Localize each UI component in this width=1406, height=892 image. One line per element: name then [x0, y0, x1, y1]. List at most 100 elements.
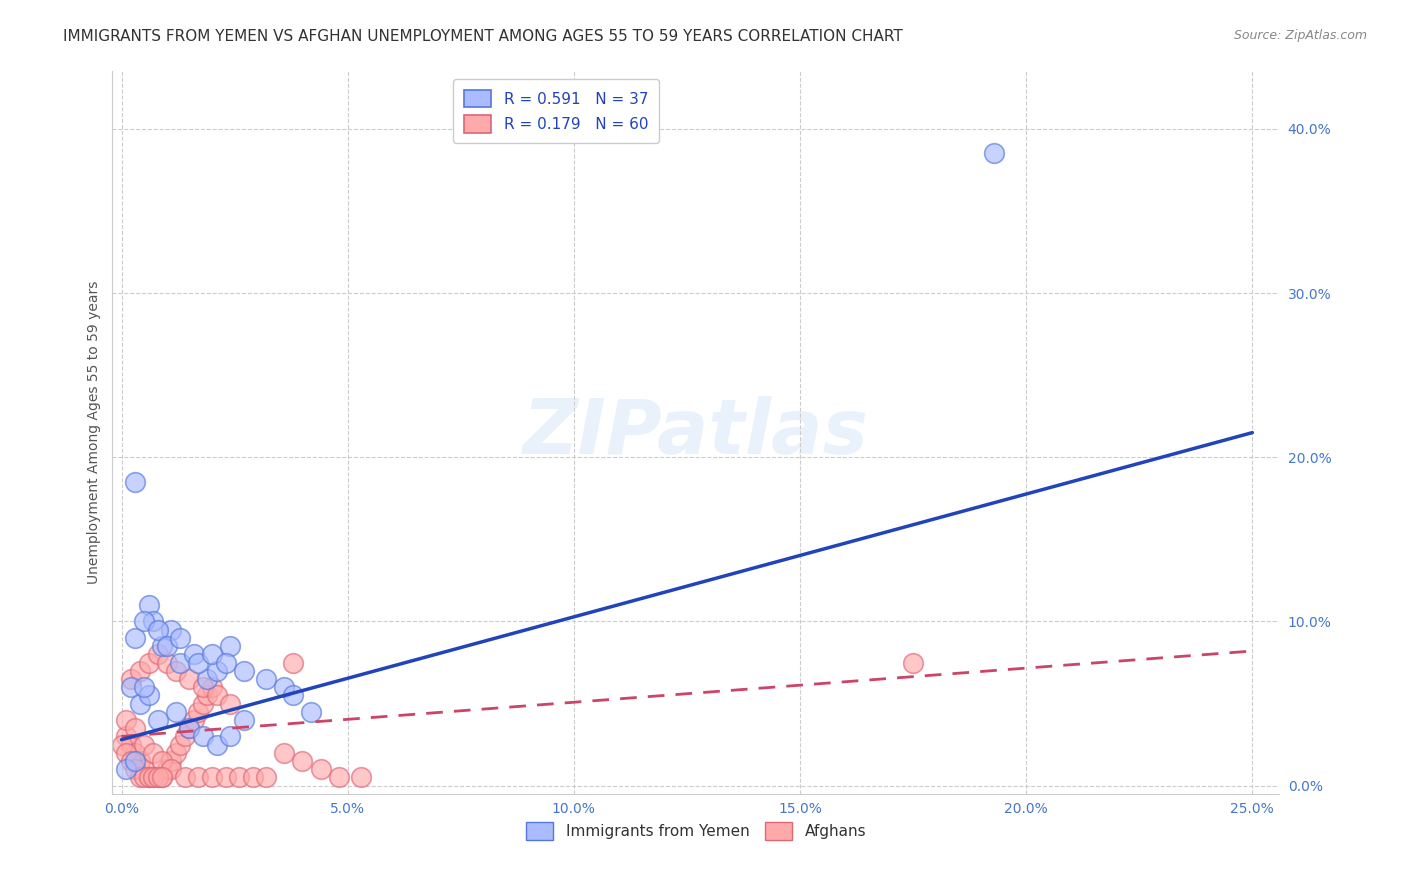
Point — [205, 738, 228, 752]
Point — [128, 697, 150, 711]
Point — [187, 771, 209, 785]
Point — [179, 721, 201, 735]
Point — [150, 754, 173, 768]
Point — [201, 771, 224, 785]
Point — [146, 648, 169, 662]
Point — [232, 664, 254, 678]
Point — [134, 771, 156, 785]
Point — [156, 639, 179, 653]
Point — [983, 146, 1005, 161]
Point — [165, 705, 187, 719]
Point — [187, 705, 209, 719]
Point — [138, 771, 160, 785]
Point — [128, 771, 150, 785]
Point — [197, 672, 219, 686]
Point — [138, 689, 160, 703]
Point — [150, 771, 173, 785]
Point — [219, 639, 242, 653]
Point — [124, 721, 146, 735]
Point — [124, 762, 146, 776]
Point — [205, 689, 228, 703]
Text: Source: ZipAtlas.com: Source: ZipAtlas.com — [1233, 29, 1367, 42]
Point — [134, 738, 156, 752]
Point — [283, 656, 305, 670]
Point — [142, 746, 165, 760]
Point — [201, 680, 224, 694]
Point — [187, 656, 209, 670]
Point — [219, 697, 242, 711]
Point — [128, 664, 150, 678]
Point — [214, 771, 236, 785]
Text: ZIPatlas: ZIPatlas — [523, 396, 869, 469]
Point — [183, 713, 205, 727]
Text: IMMIGRANTS FROM YEMEN VS AFGHAN UNEMPLOYMENT AMONG AGES 55 TO 59 YEARS CORRELATI: IMMIGRANTS FROM YEMEN VS AFGHAN UNEMPLOY… — [63, 29, 903, 44]
Point — [138, 598, 160, 612]
Point — [142, 771, 165, 785]
Point — [254, 672, 277, 686]
Point — [214, 656, 236, 670]
Point — [291, 754, 314, 768]
Point — [169, 656, 191, 670]
Point — [173, 771, 195, 785]
Point — [115, 713, 138, 727]
Point — [124, 746, 146, 760]
Point — [160, 623, 183, 637]
Point — [115, 730, 138, 744]
Point — [242, 771, 264, 785]
Point — [191, 730, 214, 744]
Point — [160, 754, 183, 768]
Point — [205, 664, 228, 678]
Point — [169, 631, 191, 645]
Legend: Immigrants from Yemen, Afghans: Immigrants from Yemen, Afghans — [519, 814, 873, 847]
Point — [232, 713, 254, 727]
Point — [115, 762, 138, 776]
Point — [197, 689, 219, 703]
Point — [120, 680, 142, 694]
Point — [110, 738, 132, 752]
Point — [142, 615, 165, 629]
Point — [124, 475, 146, 489]
Point — [128, 754, 150, 768]
Point — [328, 771, 350, 785]
Point — [191, 680, 214, 694]
Point — [169, 738, 191, 752]
Point — [228, 771, 250, 785]
Point — [156, 656, 179, 670]
Point — [219, 730, 242, 744]
Point — [134, 762, 156, 776]
Point — [201, 648, 224, 662]
Point — [254, 771, 277, 785]
Point — [138, 656, 160, 670]
Point — [191, 697, 214, 711]
Point — [115, 746, 138, 760]
Point — [124, 631, 146, 645]
Point — [179, 721, 201, 735]
Point — [901, 656, 924, 670]
Point — [146, 771, 169, 785]
Point — [146, 623, 169, 637]
Point — [173, 730, 195, 744]
Point — [160, 762, 183, 776]
Point — [165, 746, 187, 760]
Point — [146, 713, 169, 727]
Point — [150, 639, 173, 653]
Point — [124, 754, 146, 768]
Point — [165, 664, 187, 678]
Point — [134, 615, 156, 629]
Point — [183, 648, 205, 662]
Point — [309, 762, 332, 776]
Point — [283, 689, 305, 703]
Point — [150, 771, 173, 785]
Point — [273, 746, 295, 760]
Point — [273, 680, 295, 694]
Point — [179, 672, 201, 686]
Point — [134, 680, 156, 694]
Point — [120, 738, 142, 752]
Point — [301, 705, 323, 719]
Y-axis label: Unemployment Among Ages 55 to 59 years: Unemployment Among Ages 55 to 59 years — [87, 281, 101, 584]
Point — [146, 771, 169, 785]
Point — [142, 771, 165, 785]
Point — [350, 771, 373, 785]
Point — [156, 762, 179, 776]
Point — [120, 754, 142, 768]
